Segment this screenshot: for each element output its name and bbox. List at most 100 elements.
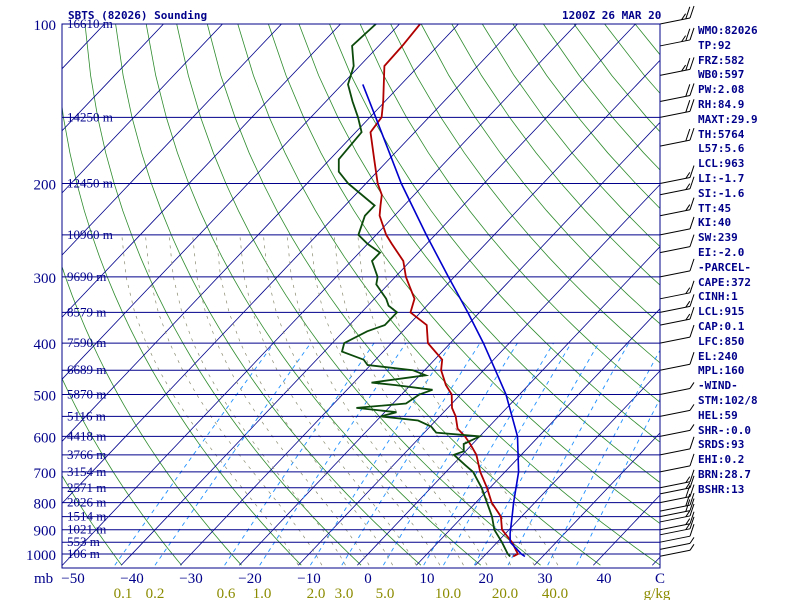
barb-flag: [689, 352, 695, 365]
stat-item: PW:2.08: [698, 83, 745, 97]
stat-item: BRN:28.7: [698, 467, 751, 481]
barb-flag: [681, 35, 687, 42]
temperature-tick: −50: [61, 571, 84, 587]
wind-barb: [659, 234, 695, 254]
barb-flag: [681, 13, 687, 20]
sounding-time: 1200Z 26 MAR 20: [562, 9, 662, 22]
wind-barb: [659, 280, 695, 300]
temperature-tick: −10: [297, 571, 320, 587]
stat-item: TT:45: [698, 201, 732, 215]
barb-staff: [659, 292, 691, 300]
barb-staff: [659, 94, 691, 102]
stat-item: LCL:963: [698, 157, 745, 171]
wind-barb: [659, 352, 695, 371]
moist-adiabat: [286, 234, 464, 566]
temperature-tick: −30: [179, 571, 202, 587]
mixing-ratio-line: [423, 342, 554, 566]
barb-staff: [659, 504, 691, 512]
barb-staff: [659, 188, 691, 196]
wind-barb: [659, 324, 695, 344]
barb-flag: [685, 493, 691, 507]
barb-staff: [659, 139, 691, 147]
stat-item: CAP:0.1: [698, 319, 745, 333]
mixing-ratio-label: 1.0: [253, 586, 272, 600]
stat-item: HEL:59: [698, 408, 738, 422]
mixing-ratio-line: [473, 342, 600, 566]
stat-item: FRZ:582: [698, 53, 745, 67]
barb-flag: [685, 100, 691, 113]
mixing-ratio-label: 20.0: [492, 586, 518, 600]
stat-item: LFC:850: [698, 334, 745, 348]
stat-item: SHR-:0.0: [698, 423, 751, 437]
wind-barb: [659, 127, 695, 147]
barb-flag: [689, 5, 695, 19]
wind-barb: [659, 197, 695, 217]
dry-adiabat: [84, 24, 362, 566]
mixing-ratio-line: [443, 342, 572, 566]
barb-staff: [659, 535, 691, 543]
moist-adiabat: [239, 234, 417, 566]
mixing-ratio-line: [259, 342, 407, 566]
barb-staff: [659, 228, 691, 236]
isotherm: [62, 24, 224, 194]
moist-adiabat: [121, 234, 299, 566]
barb-flag: [689, 537, 695, 544]
barb-flag: [689, 27, 695, 41]
isotherm: [298, 183, 660, 566]
stat-item: L57:5.6: [698, 142, 745, 156]
mixing-ratio-line: [310, 342, 453, 566]
isotherm: [62, 24, 519, 505]
barb-flag: [685, 287, 691, 294]
stat-item: CAPE:372: [698, 275, 751, 289]
wind-barb: [659, 453, 695, 473]
height-label: 12450 m: [67, 176, 113, 191]
isotherm: [475, 370, 660, 566]
barb-staff: [659, 17, 691, 25]
wind-barb: [659, 511, 695, 531]
barb-staff: [659, 68, 691, 76]
isotherm: [534, 432, 660, 566]
stat-item: SRDS:93: [698, 438, 745, 452]
mixing-ratio-label: 5.0: [376, 586, 395, 600]
dry-adiabat: [329, 24, 660, 443]
barb-flag: [685, 476, 691, 483]
isotherm: [357, 246, 660, 566]
pressure-tick: 700: [34, 466, 57, 482]
barb-flag: [685, 313, 691, 321]
barb-staff: [659, 549, 691, 557]
wind-barb: [659, 484, 695, 504]
wind-barb: [659, 475, 695, 495]
barb-staff: [659, 246, 691, 254]
height-label: 5870 m: [67, 386, 106, 401]
isotherm: [62, 24, 283, 256]
barb-flag: [689, 176, 695, 189]
wind-barb: [659, 516, 695, 536]
isobars: [62, 23, 660, 555]
mixing-ratio-line: [547, 349, 660, 566]
stat-item: BSHR:13: [698, 482, 745, 496]
height-label: 1021 m: [67, 522, 106, 537]
height-label: 4418 m: [67, 428, 106, 443]
barb-flag: [689, 436, 695, 450]
pressure-unit: mb: [34, 571, 53, 587]
barb-flag: [689, 294, 695, 307]
parcel-line: [362, 84, 526, 558]
moist-adiabat: [333, 234, 512, 566]
barb-staff: [659, 515, 691, 523]
mixing-ratio-label: 2.0: [307, 586, 326, 600]
barb-flag: [685, 510, 691, 518]
dry-adiabat: [298, 24, 660, 484]
dry-adiabat: [115, 24, 422, 566]
pressure-tick: 100: [34, 18, 57, 34]
moist-adiabat: [381, 234, 559, 566]
stat-item: EHI:0.2: [698, 453, 745, 467]
temperature-line: [369, 24, 520, 558]
height-label: 10960 m: [67, 227, 113, 242]
isotherm: [180, 59, 660, 566]
barb-staff: [659, 481, 691, 489]
barb-flag: [689, 382, 695, 389]
isotherm: [416, 308, 660, 566]
wind-barb: [659, 294, 695, 313]
barb-staff: [659, 209, 691, 217]
